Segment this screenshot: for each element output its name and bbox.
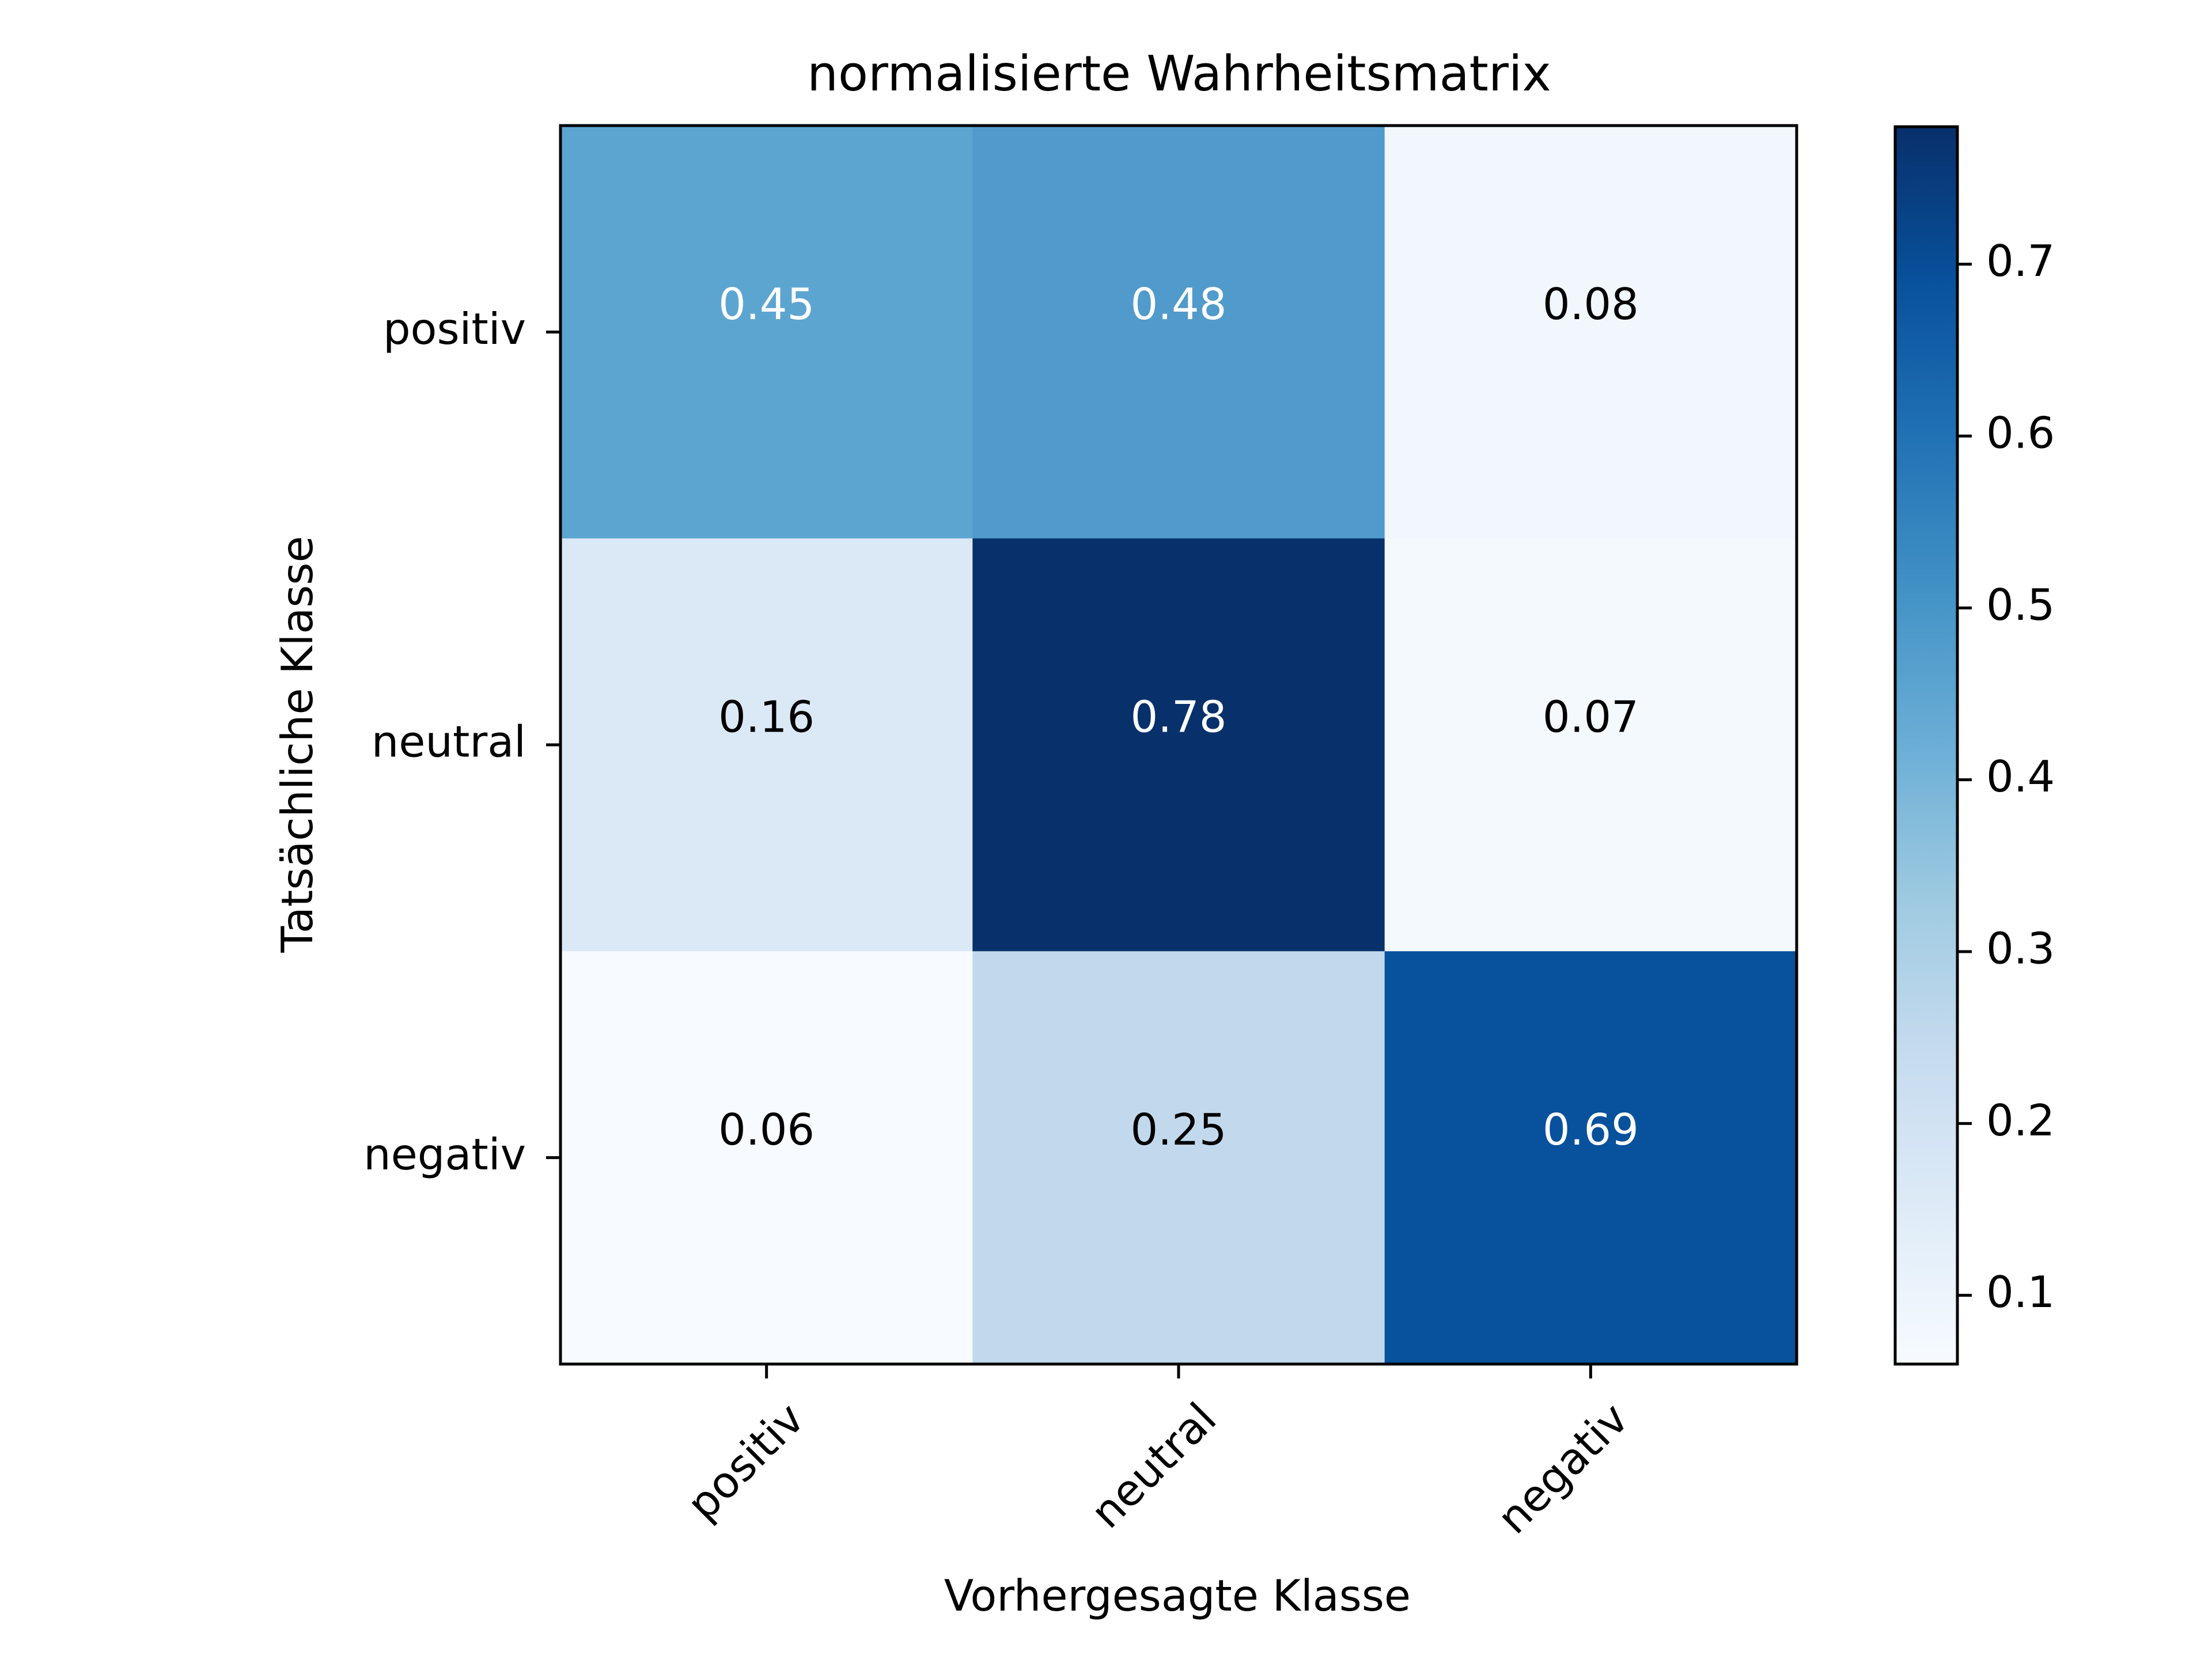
heatmap-cells [560, 126, 1797, 1365]
y-axis-ticks: positiv neutral negativ [363, 304, 560, 1180]
colorbar-tick-label: 0.4 [1986, 751, 2055, 802]
colorbar-tick-label: 0.6 [1986, 408, 2055, 459]
cell-value-label: 0.69 [1543, 1104, 1639, 1155]
heatmap-cell-neutral-positiv [560, 538, 973, 952]
colorbar-tick-label: 0.7 [1986, 236, 2055, 286]
x-tick-label: neutral [1081, 1393, 1226, 1538]
cell-value-label: 0.48 [1131, 279, 1227, 329]
heatmap-cell-positiv-neutral [972, 126, 1385, 539]
x-axis-label: Vorhergesagte Klasse [944, 1570, 1411, 1621]
colorbar [1893, 125, 1959, 1366]
y-tick-label: neutral [372, 717, 526, 767]
colorbar-tick-label: 0.2 [1986, 1095, 2055, 1146]
cell-value-label: 0.07 [1543, 692, 1639, 743]
cell-value-label: 0.45 [718, 279, 815, 329]
cell-value-label: 0.25 [1131, 1104, 1227, 1155]
y-tick-label: negativ [363, 1129, 526, 1180]
heatmap-cell-negativ-neutral [972, 951, 1385, 1365]
heatmap-cell-negativ-positiv [560, 951, 973, 1365]
heatmap-cell-labels: 0.45 0.48 0.08 0.16 0.78 0.07 0.06 0.25 0.69 [718, 279, 1639, 1155]
colorbar-tick-label: 0.3 [1986, 923, 2055, 974]
heatmap-cell-positiv-negativ [1384, 126, 1797, 539]
colorbar-tick-label: 0.5 [1986, 579, 2055, 630]
heatmap-cell-negativ-negativ [1384, 951, 1797, 1365]
chart-title: normalisierte Wahrheitsmatrix [807, 46, 1551, 103]
x-tick-label: positiv [677, 1393, 814, 1530]
y-tick-label: positiv [383, 304, 526, 354]
colorbar-tick-label: 0.1 [1986, 1267, 2055, 1317]
cell-value-label: 0.78 [1131, 692, 1227, 743]
colorbar-ticks: 0.1 0.2 0.3 0.4 0.5 0.6 0.7 [1957, 236, 2055, 1317]
y-axis-label: Tatsächliche Klasse [272, 536, 323, 953]
cell-value-label: 0.16 [718, 692, 815, 743]
heatmap-cell-neutral-negativ [1384, 538, 1797, 952]
heatmap-cell-positiv-positiv [560, 126, 973, 539]
x-axis-ticks: positiv neutral negativ [677, 1364, 1638, 1544]
x-tick-label: negativ [1487, 1393, 1638, 1544]
heatmap-cell-neutral-neutral [972, 538, 1385, 952]
cell-value-label: 0.06 [718, 1104, 815, 1155]
cell-value-label: 0.08 [1543, 279, 1639, 329]
